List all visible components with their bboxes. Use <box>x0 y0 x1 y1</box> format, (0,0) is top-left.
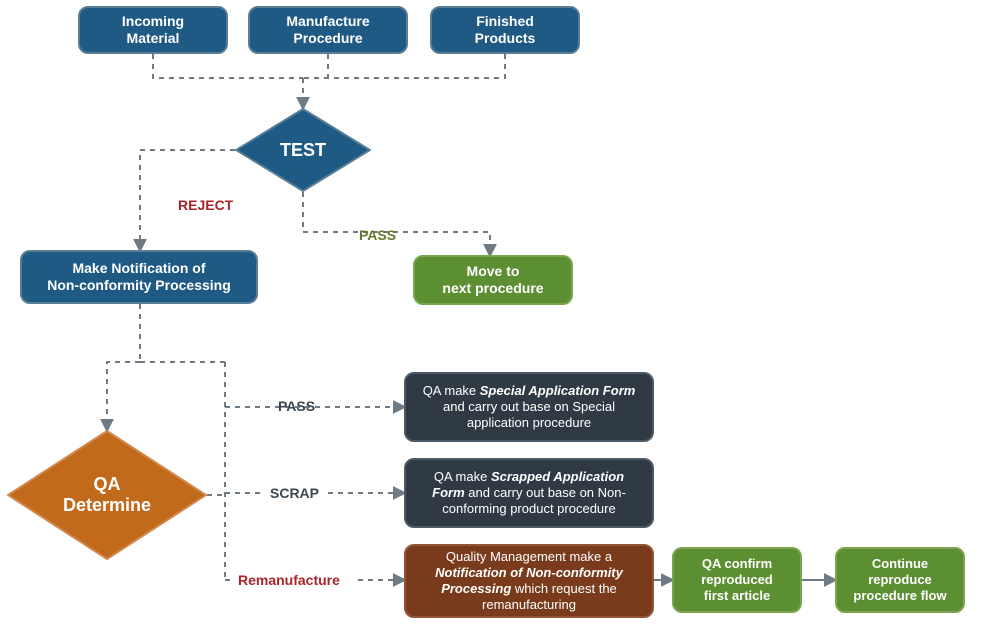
node-incoming-material: IncomingMaterial <box>78 6 228 54</box>
label-remanufacture: Remanufacture <box>238 572 340 588</box>
flowchart-canvas: IncomingMaterial ManufactureProcedure Fi… <box>0 0 995 625</box>
diamond-test: TEST <box>235 108 371 192</box>
diamond-qa-determine: QADetermine <box>7 430 207 560</box>
node-move-next-procedure: Move tonext procedure <box>413 255 573 305</box>
node-qa-pass-outcome: QA make Special Application Form and car… <box>404 372 654 442</box>
node-qa-remanufacture-outcome: Quality Management make a Notification o… <box>404 544 654 618</box>
label-reject: REJECT <box>178 197 233 213</box>
node-qa-confirm-first-article: QA confirmreproducedfirst article <box>672 547 802 613</box>
label-scrap: SCRAP <box>270 485 319 501</box>
node-make-notification: Make Notification ofNon-conformity Proce… <box>20 250 258 304</box>
label-pass-qa: PASS <box>278 398 315 414</box>
node-finished-products: FinishedProducts <box>430 6 580 54</box>
node-manufacture-procedure: ManufactureProcedure <box>248 6 408 54</box>
node-qa-scrap-outcome: QA make Scrapped Application Form and ca… <box>404 458 654 528</box>
node-continue-reproduce-flow: Continuereproduceprocedure flow <box>835 547 965 613</box>
label-pass-test: PASS <box>359 227 396 243</box>
